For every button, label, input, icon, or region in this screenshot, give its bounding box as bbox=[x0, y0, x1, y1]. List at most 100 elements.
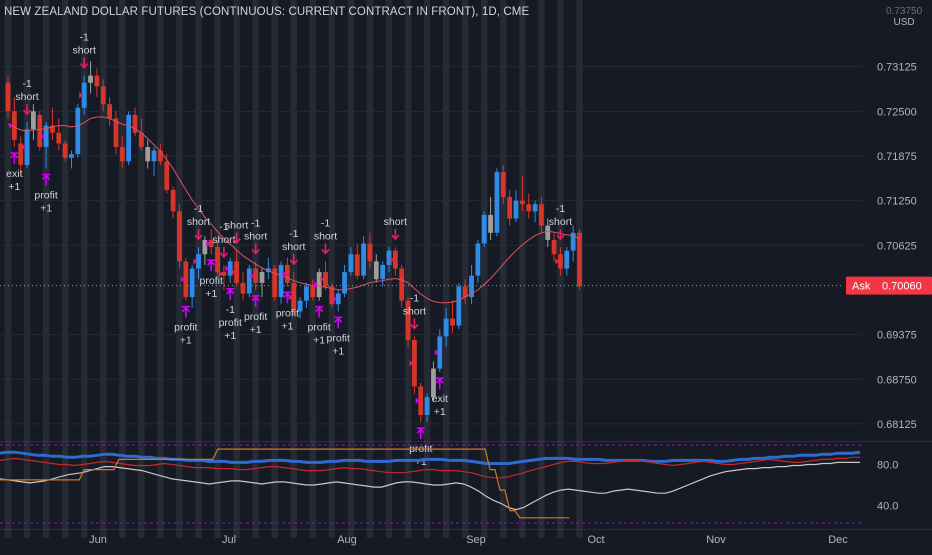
candle-body bbox=[164, 161, 170, 190]
y-tick-label: 0.71875 bbox=[877, 151, 917, 163]
candle-body bbox=[259, 272, 265, 283]
candle-body bbox=[526, 204, 532, 212]
candle-body bbox=[94, 75, 100, 87]
short-arrow-head bbox=[232, 238, 241, 244]
signal-marker bbox=[218, 270, 223, 277]
candle-body bbox=[253, 268, 259, 283]
profit-arrow-head bbox=[283, 292, 292, 298]
signal-label: short bbox=[187, 216, 210, 228]
candle-body bbox=[43, 125, 49, 148]
signals: exit+1short-1profit+1short-1profit+1shor… bbox=[6, 32, 572, 469]
signal-label: short bbox=[244, 230, 267, 242]
session-band bbox=[290, 0, 297, 538]
y-tick-label: 0.69375 bbox=[877, 330, 917, 342]
candle-body bbox=[304, 286, 309, 301]
signal-label: +1 bbox=[415, 456, 427, 468]
candle-body bbox=[227, 261, 233, 276]
indicator-series bbox=[0, 448, 861, 519]
candle-body bbox=[183, 261, 189, 298]
x-tick-label: Nov bbox=[706, 534, 726, 546]
candle-body bbox=[62, 143, 68, 158]
short-arrow-head bbox=[194, 234, 203, 241]
profit-arrow-head bbox=[181, 306, 190, 313]
signal-marker bbox=[9, 122, 14, 129]
candle-body bbox=[431, 368, 436, 398]
indicator-tick-label: 40.0 bbox=[877, 501, 898, 513]
indicator-tick-label: 80.0 bbox=[877, 460, 898, 472]
signal-marker bbox=[180, 276, 185, 283]
candle-body bbox=[11, 111, 17, 140]
x-tick-label: Jul bbox=[222, 534, 236, 546]
x-tick-label: Jun bbox=[89, 534, 107, 546]
candle-body bbox=[348, 254, 354, 273]
session-band bbox=[176, 0, 183, 538]
signal-label: short bbox=[73, 45, 96, 57]
ask-badge-name: Ask bbox=[852, 281, 871, 293]
y-tick-label: 0.71250 bbox=[877, 196, 917, 208]
signal-label: +1 bbox=[40, 202, 52, 214]
signal-label: +1 bbox=[205, 288, 217, 300]
x-axis: Jun Jul Aug Sep Oct Nov Dec bbox=[89, 534, 848, 546]
signal-label: -1 bbox=[556, 203, 565, 215]
signal-label: +1 bbox=[434, 406, 446, 418]
candle-body bbox=[412, 339, 417, 387]
candle-body bbox=[437, 336, 443, 369]
signal-label: short bbox=[15, 91, 38, 103]
signal-label: short bbox=[549, 216, 572, 228]
candle-body bbox=[56, 132, 62, 144]
y-tick-label: 0.72500 bbox=[877, 106, 917, 118]
signal-marker bbox=[231, 269, 236, 276]
candle-body bbox=[342, 272, 347, 294]
candle-body bbox=[373, 261, 379, 280]
candle-body bbox=[132, 114, 138, 133]
candle-body bbox=[386, 250, 392, 265]
signal-label: -1 bbox=[321, 217, 330, 229]
short-arrow-head bbox=[22, 109, 32, 116]
signal-marker bbox=[390, 256, 395, 263]
candle-body bbox=[316, 272, 322, 298]
signal-label: short bbox=[384, 216, 407, 228]
candle-body bbox=[126, 114, 132, 162]
candle-body bbox=[158, 150, 163, 162]
candle-body bbox=[170, 189, 176, 212]
y-grid: 0.73125 0.72500 0.71875 0.71250 0.70625 0.693… bbox=[0, 62, 917, 431]
candle-body bbox=[37, 114, 43, 148]
profit-arrow-head bbox=[10, 152, 19, 159]
profit-arrow-head bbox=[226, 288, 235, 295]
candle-body bbox=[570, 232, 576, 251]
session-band bbox=[462, 0, 469, 538]
candle-body bbox=[532, 204, 538, 212]
candle-body bbox=[450, 318, 455, 326]
candle-body bbox=[558, 254, 563, 269]
candle-body bbox=[69, 154, 74, 158]
session-band bbox=[157, 0, 164, 538]
short-arrow-head bbox=[391, 234, 400, 241]
profit-arrow-head bbox=[315, 306, 324, 313]
x-tick-label: Sep bbox=[466, 534, 486, 546]
candle-body bbox=[577, 232, 582, 287]
signal-marker bbox=[320, 276, 325, 283]
candle-body bbox=[424, 397, 430, 415]
candle-body bbox=[202, 239, 208, 255]
candle-body bbox=[399, 268, 405, 301]
signal-label: short bbox=[212, 234, 235, 246]
profit-arrow-head bbox=[416, 427, 425, 434]
candle-body bbox=[5, 82, 11, 112]
candle-body bbox=[107, 104, 112, 119]
candle-body bbox=[443, 318, 449, 337]
signal-label: profit bbox=[34, 189, 57, 201]
candle-body bbox=[519, 200, 525, 205]
profit-arrow-head bbox=[334, 317, 343, 323]
signal-label: exit bbox=[432, 393, 448, 405]
signal-label: -1 bbox=[289, 228, 298, 240]
candle-body bbox=[50, 125, 55, 133]
candle-body bbox=[151, 150, 157, 162]
signal-label: short bbox=[282, 241, 305, 253]
candle-body bbox=[545, 225, 551, 240]
signal-label: profit bbox=[174, 322, 197, 334]
candle-body bbox=[31, 111, 36, 130]
signal-marker bbox=[250, 272, 255, 279]
candle-body bbox=[100, 86, 106, 105]
